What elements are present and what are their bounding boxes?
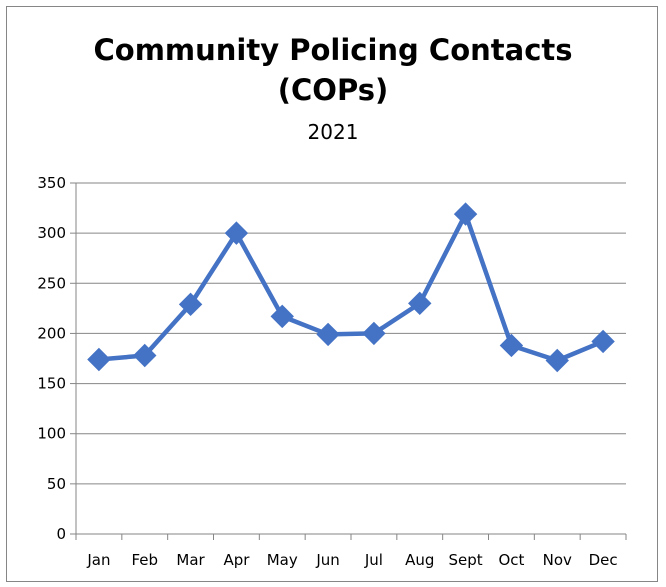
- y-tick-label: 250: [37, 274, 66, 292]
- x-tick-label: Feb: [131, 551, 158, 569]
- data-point-jan: [87, 347, 111, 372]
- axes: [70, 182, 627, 540]
- x-tick-label: Jan: [86, 551, 110, 569]
- y-tick-label: 100: [37, 425, 66, 443]
- y-tick-label: 200: [37, 324, 66, 342]
- data-point-aug: [408, 291, 432, 316]
- data-point-jul: [362, 321, 386, 346]
- y-tick-label: 50: [47, 475, 66, 493]
- data-point-sept: [453, 202, 478, 226]
- y-tick-label: 0: [56, 525, 66, 543]
- x-tick-label: May: [267, 551, 298, 569]
- x-axis-tick-labels: Jan Feb Mar Apr May Jun Jul Aug Sept Oct Nov Dec: [86, 551, 617, 569]
- x-tick-label: Dec: [589, 551, 618, 569]
- data-point-jun: [316, 322, 340, 347]
- x-tick-label: Mar: [176, 551, 205, 569]
- data-point-dec: [591, 329, 615, 354]
- series-line: [98, 211, 604, 363]
- x-tick-label: Nov: [543, 551, 572, 569]
- x-tick-label: Oct: [498, 551, 524, 569]
- chart-title-line-1: Community Policing Contacts: [93, 33, 573, 67]
- data-point-apr: [224, 221, 249, 245]
- y-tick-label: 150: [37, 375, 66, 393]
- gridlines: [76, 182, 626, 485]
- data-point-nov: [545, 348, 569, 373]
- x-tick-label: Sept: [449, 551, 483, 569]
- data-point-mar: [178, 292, 203, 317]
- y-tick-label: 300: [37, 224, 66, 242]
- data-point-feb: [133, 343, 157, 368]
- chart-title: Community Policing Contacts (COPs): [0, 30, 666, 110]
- data-point-may: [270, 304, 294, 329]
- data-point-oct: [499, 333, 524, 358]
- chart-title-line-2: (COPs): [277, 73, 389, 107]
- chart-frame: [6, 6, 658, 582]
- x-tick-label: Apr: [223, 551, 250, 569]
- y-axis-tick-labels: 0 50 100 150 200 250 300 350: [37, 174, 66, 543]
- x-tick-label: Jun: [315, 551, 339, 569]
- x-tick-label: Jul: [364, 551, 383, 569]
- series-cops: [87, 202, 615, 373]
- chart-subtitle: 2021: [307, 120, 359, 144]
- x-tick-label: Aug: [405, 551, 434, 569]
- y-tick-label: 350: [37, 174, 66, 192]
